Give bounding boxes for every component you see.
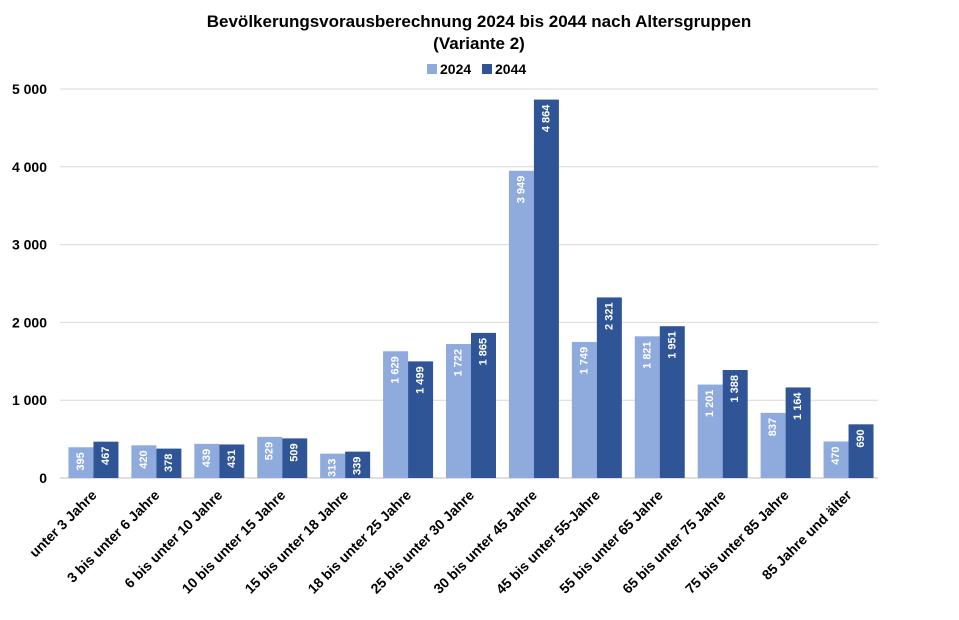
x-tick-label: 15 bis unter 18 Jahre (241, 487, 351, 597)
data-label-2024-4: 313 (327, 459, 339, 477)
bar-2024-5 (383, 351, 409, 478)
bar-2044-2 (219, 444, 245, 478)
data-label-2024-8: 1 749 (578, 347, 590, 375)
bar-2044-3 (282, 438, 308, 478)
legend-label-2024: 2024 (440, 61, 471, 77)
data-label-2024-5: 1 629 (390, 356, 402, 384)
chart-title-line-2: (Variante 2) (433, 34, 525, 53)
data-label-2044-12: 690 (855, 429, 867, 447)
bar-2044-10 (722, 370, 748, 478)
chart-title-line-1: Bevölkerungsvorausberechnung 2024 bis 20… (207, 12, 752, 31)
bar-2044-1 (156, 448, 182, 478)
data-label-2044-3: 509 (289, 443, 301, 461)
bar-2044-8 (596, 297, 622, 478)
y-tick-label: 5 000 (12, 81, 47, 97)
data-label-2044-9: 1 951 (666, 331, 678, 359)
bar-2024-9 (634, 336, 660, 478)
bar-2024-10 (697, 384, 723, 478)
data-label-2024-11: 837 (767, 418, 779, 436)
x-tick-label: 75 bis unter 85 Jahre (682, 487, 792, 597)
data-label-2044-1: 378 (163, 454, 175, 472)
data-label-2024-7: 3 949 (515, 176, 527, 204)
bar-2044-5 (408, 361, 434, 478)
data-label-2024-0: 395 (75, 452, 87, 470)
y-tick-label: 1 000 (12, 392, 47, 408)
data-label-2044-7: 4 864 (540, 104, 552, 132)
y-tick-label: 3 000 (12, 237, 47, 253)
legend-label-2044: 2044 (495, 61, 526, 77)
bar-2024-1 (131, 445, 157, 478)
y-axis-tick-labels: 0 1 000 2 000 3 000 4 000 5 000 (12, 81, 47, 486)
data-label-2044-10: 1 388 (729, 375, 741, 403)
data-labels: 395 467 420 378 439 431 529 509 313 339 1 629 1 499… (75, 104, 867, 477)
x-tick-label: 45 bis unter 55-Jahre (493, 487, 604, 598)
bar-2044-9 (659, 326, 685, 478)
bar-2044-12 (848, 424, 874, 478)
data-label-2024-12: 470 (830, 446, 842, 464)
bars (68, 99, 874, 478)
data-label-2044-2: 431 (226, 449, 238, 467)
legend: 2024 2044 (427, 61, 526, 77)
bar-2024-0 (68, 447, 94, 478)
y-tick-label: 4 000 (12, 159, 47, 175)
bar-2024-2 (194, 443, 220, 478)
data-label-2024-3: 529 (264, 442, 276, 460)
data-label-2044-0: 467 (100, 447, 112, 465)
y-tick-label: 0 (39, 470, 47, 486)
x-tick-label: 18 bis unter 25 Jahre (304, 487, 414, 597)
bar-2024-3 (257, 436, 283, 478)
x-tick-label: 30 bis unter 45 Jahre (430, 487, 540, 597)
bar-2044-11 (785, 387, 811, 478)
y-tick-label: 2 000 (12, 314, 47, 330)
data-label-2044-5: 1 499 (415, 366, 427, 394)
data-label-2024-2: 439 (201, 449, 213, 467)
data-label-2024-1: 420 (138, 450, 150, 468)
bar-2024-11 (760, 412, 786, 478)
x-tick-label: 25 bis unter 30 Jahre (367, 487, 477, 597)
data-label-2024-9: 1 821 (641, 341, 653, 369)
bar-2024-7 (508, 170, 534, 478)
bar-2044-7 (533, 99, 559, 478)
data-label-2024-10: 1 201 (704, 390, 716, 418)
bar-2024-4 (320, 453, 346, 478)
legend-swatch-2044 (482, 64, 492, 74)
data-label-2044-6: 1 865 (478, 338, 490, 366)
bar-2044-4 (345, 451, 371, 478)
legend-swatch-2024 (427, 64, 437, 74)
x-tick-label: 10 bis unter 15 Jahre (179, 487, 289, 597)
x-tick-label: 65 bis unter 75 Jahre (619, 487, 729, 597)
bar-2024-6 (446, 344, 471, 478)
data-label-2044-11: 1 164 (792, 392, 804, 420)
bar-2044-0 (93, 441, 119, 478)
data-label-2044-4: 339 (352, 457, 364, 475)
bar-2024-12 (823, 441, 849, 478)
bar-2044-6 (471, 332, 496, 478)
bar-2024-8 (571, 341, 597, 478)
data-label-2024-6: 1 722 (453, 349, 465, 377)
x-tick-label: 55 bis unter 65 Jahre (556, 487, 666, 597)
data-label-2044-8: 2 321 (603, 302, 615, 330)
